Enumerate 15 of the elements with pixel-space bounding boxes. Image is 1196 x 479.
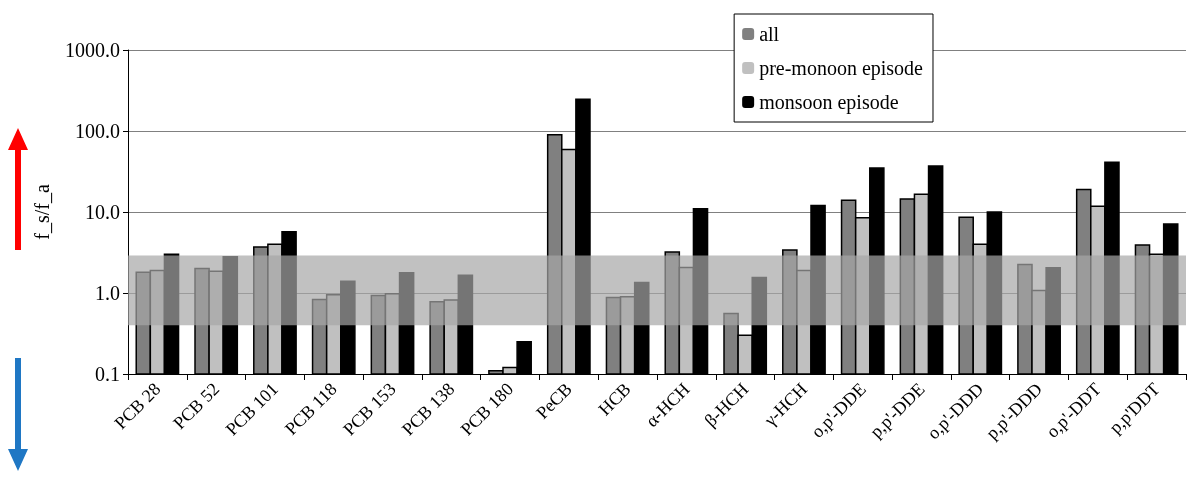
y-tick-label: 1.0: [95, 282, 120, 304]
y-axis-title: f_s/f_a: [31, 184, 53, 240]
y-tick-label: 0.1: [95, 363, 120, 385]
x-tick-label: PCB 180: [456, 378, 518, 440]
x-tick-label: PCB 118: [280, 378, 341, 439]
legend-label: all: [759, 23, 780, 45]
y-tick-label: 10.0: [85, 201, 120, 223]
x-tick-label: PCB 101: [221, 378, 283, 440]
legend-label: pre-monoon episode: [759, 57, 924, 80]
y-tick-label: 1000.0: [65, 39, 120, 61]
x-tick-label: PCB 153: [339, 378, 400, 440]
y-tick-label: 100.0: [75, 120, 120, 142]
legend-label: monsoon episode: [759, 91, 899, 114]
x-tick-label: PCB 138: [397, 378, 459, 440]
x-tick-label: PCB 52: [169, 378, 224, 434]
